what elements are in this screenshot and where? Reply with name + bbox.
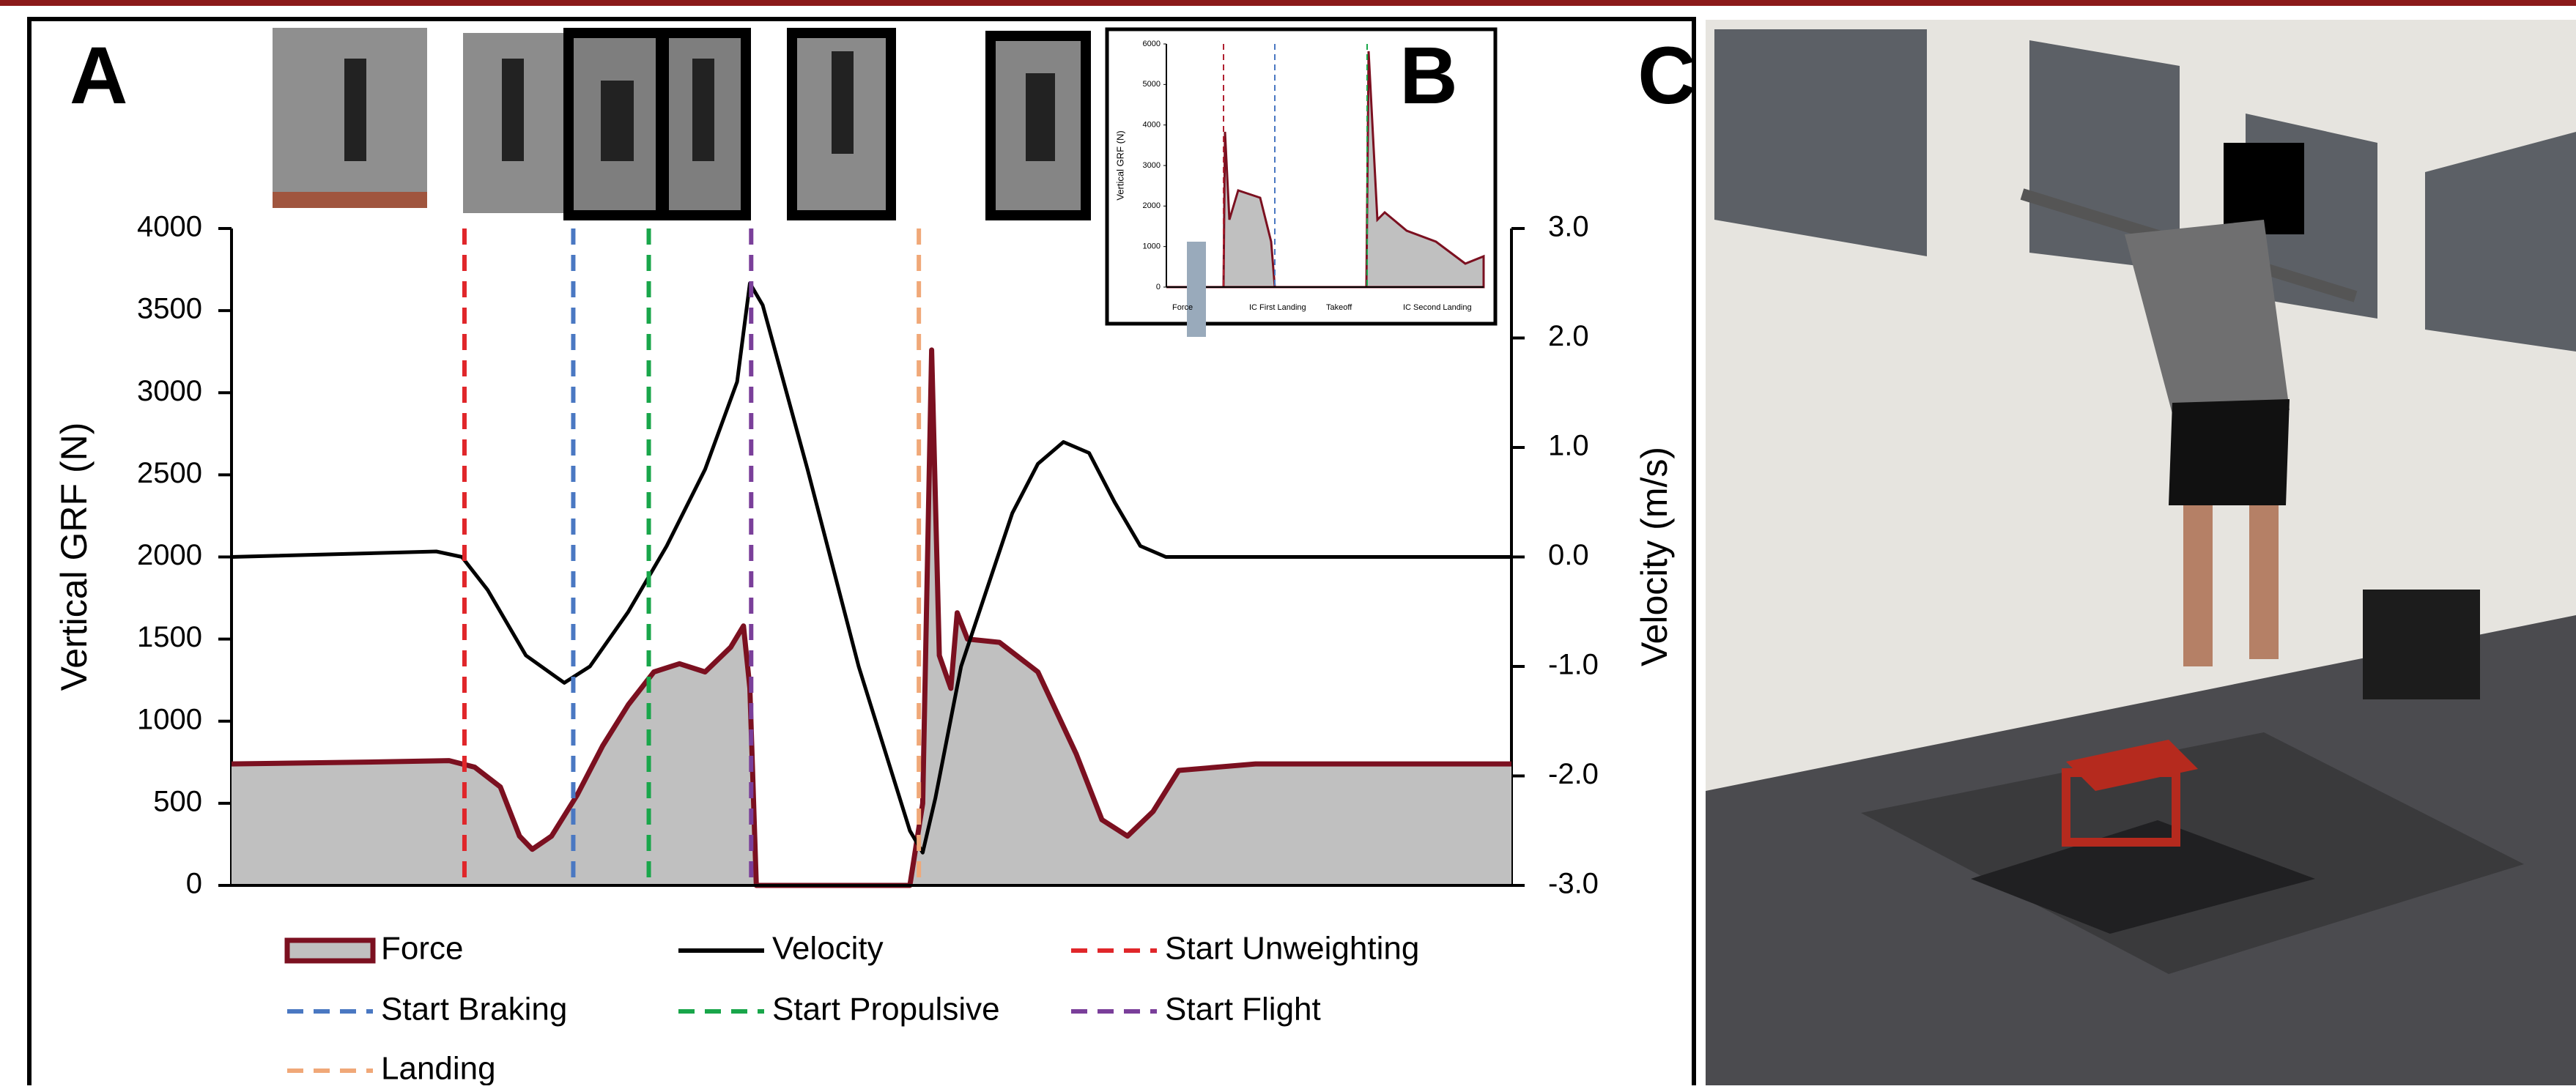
inset-tick-label: 4000: [1143, 121, 1161, 130]
shirt: [2125, 220, 2290, 414]
y2-tick-label: -2.0: [1548, 758, 1599, 790]
inset-legend-label: IC First Landing: [1249, 303, 1306, 312]
box: [2062, 768, 2180, 847]
y-tick-label: 0: [186, 868, 202, 900]
y2-tick-label: 0.0: [1548, 539, 1589, 571]
leg: [2249, 505, 2279, 659]
velocity-line: [231, 281, 1511, 855]
y-axis-title: Vertical GRF (N): [53, 423, 95, 691]
inset-legend-label: IC Second Landing: [1403, 303, 1472, 312]
panel-frame: [27, 17, 1696, 1089]
inset-tick-label: 2000: [1143, 201, 1161, 210]
y2-tick-label: -3.0: [1548, 868, 1599, 900]
photo-strip: [273, 28, 1091, 220]
y-tick-label: 3000: [137, 375, 202, 407]
y-tick-label: 1500: [137, 621, 202, 653]
photo: [273, 192, 427, 208]
legend-label: Start Braking: [381, 992, 567, 1027]
inset-legend-label: Takeoff: [1326, 303, 1352, 312]
legend-label: Landing: [381, 1051, 496, 1085]
inset-tick-label: 0: [1156, 283, 1161, 291]
y2-tick-label: 3.0: [1548, 211, 1589, 243]
y-tick-label: 1000: [137, 703, 202, 735]
wall-panel: [1714, 29, 1927, 256]
legend-label: Velocity: [772, 931, 884, 967]
face-mask: [2224, 143, 2304, 234]
inset-tick-label: 6000: [1143, 40, 1161, 48]
legend-label: Start Flight: [1165, 992, 1321, 1027]
legend-swatch: [284, 937, 376, 964]
wall-panel: [2425, 132, 2576, 352]
force-plate: [1971, 820, 2315, 934]
y2-tick-label: -1.0: [1548, 649, 1599, 681]
y-tick-label: 4000: [137, 211, 202, 243]
inset-photo: [1187, 242, 1206, 337]
photo-c: C: [1637, 20, 2576, 1085]
legend-label: Start Propulsive: [772, 992, 1000, 1027]
panel-label: C: [1637, 31, 1695, 121]
panel-label: B: [1399, 31, 1457, 121]
leg: [2183, 505, 2213, 666]
box: [2066, 740, 2198, 791]
inset-chart: Vertical GRF (N) B 0 1000 2000 3000 4000 5000…: [1105, 27, 1498, 337]
inset-tick-label: 1000: [1143, 242, 1161, 251]
panel-label: A: [70, 31, 127, 121]
y-tick-label: 3500: [137, 293, 202, 325]
legend-label: Force: [381, 931, 463, 967]
y2-tick-label: 2.0: [1548, 320, 1589, 352]
y-tick-label: 2000: [137, 539, 202, 571]
top-bar: [0, 0, 2576, 6]
y2-tick-label: 1.0: [1548, 430, 1589, 462]
y2-axis-title: Velocity (m/s): [1634, 447, 1675, 666]
shorts: [2169, 399, 2290, 505]
y-tick-label: 2500: [137, 457, 202, 489]
inset-tick-label: 5000: [1143, 80, 1161, 89]
y-tick-label: 500: [153, 785, 202, 817]
inset-legend-label: Force: [1172, 303, 1193, 312]
case: [2363, 590, 2480, 699]
force-area: [232, 349, 1511, 885]
legend-label: Start Unweighting: [1165, 931, 1419, 967]
inset-tick-label: 3000: [1143, 161, 1161, 170]
inset-y-title: Vertical GRF (N): [1114, 130, 1125, 200]
